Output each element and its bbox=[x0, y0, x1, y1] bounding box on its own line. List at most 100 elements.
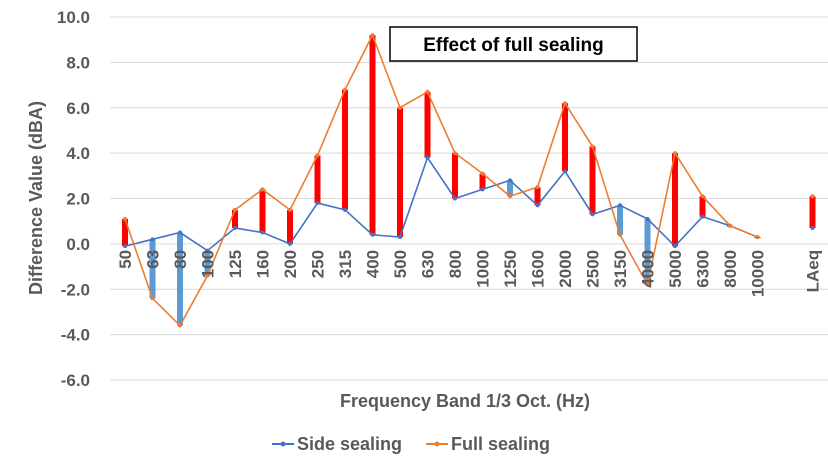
x-tick-labels: 50 63 80 100 125 160 200 250 315 400 500 630 800 1000… bbox=[116, 250, 823, 297]
data-point-full-sealing bbox=[233, 207, 237, 212]
difference-bar bbox=[232, 209, 238, 228]
x-tick-label: 50 bbox=[116, 250, 135, 269]
x-tick-label: 160 bbox=[254, 250, 273, 278]
x-tick-label: 125 bbox=[226, 250, 245, 278]
data-point-full-sealing bbox=[370, 33, 375, 38]
data-point-side-sealing bbox=[398, 235, 402, 240]
y-tick-label: 0.0 bbox=[66, 235, 90, 254]
legend-side-sealing-label: Side sealing bbox=[297, 434, 402, 454]
data-point-side-sealing bbox=[123, 244, 127, 249]
x-tick-label: 400 bbox=[364, 250, 383, 278]
difference-bar bbox=[369, 35, 376, 235]
difference-bar bbox=[177, 232, 183, 326]
x-axis-title: Frequency Band 1/3 Oct. (Hz) bbox=[340, 391, 590, 411]
difference-bar bbox=[562, 103, 568, 172]
data-point-full-sealing bbox=[645, 282, 650, 287]
data-point-side-sealing bbox=[480, 187, 485, 192]
data-point-full-sealing bbox=[508, 194, 512, 199]
difference-bar bbox=[397, 107, 403, 238]
x-tick-label: 100 bbox=[199, 250, 218, 278]
difference-bars bbox=[122, 35, 816, 326]
x-tick-label: 8000 bbox=[721, 250, 740, 288]
data-point-side-sealing bbox=[810, 225, 815, 230]
x-tick-label: 63 bbox=[144, 250, 163, 269]
data-point-side-sealing bbox=[700, 214, 705, 219]
difference-bar bbox=[314, 155, 321, 204]
difference-bar bbox=[452, 153, 458, 199]
data-point-side-sealing bbox=[150, 237, 155, 242]
x-tick-label: 200 bbox=[281, 250, 300, 278]
x-tick-label: 250 bbox=[309, 250, 328, 278]
data-point-side-sealing bbox=[343, 207, 347, 212]
y-tick-label: 8.0 bbox=[66, 53, 90, 72]
difference-bar bbox=[534, 187, 541, 206]
data-point-full-sealing bbox=[810, 194, 815, 199]
legend-full-sealing-label: Full sealing bbox=[451, 434, 550, 454]
data-point-side-sealing bbox=[288, 241, 292, 246]
x-tick-label: 10000 bbox=[749, 250, 768, 297]
data-point-side-sealing bbox=[508, 178, 512, 183]
chart-title-box: Effect of full sealing bbox=[389, 26, 638, 62]
data-point-full-sealing bbox=[205, 273, 210, 278]
data-point-full-sealing bbox=[590, 144, 595, 149]
difference-bar bbox=[617, 205, 623, 235]
y-tick-label: -4.0 bbox=[61, 326, 90, 345]
y-axis-title: Difference Value (dBA) bbox=[26, 101, 46, 295]
data-point-side-sealing bbox=[425, 155, 430, 160]
data-point-full-sealing bbox=[618, 232, 622, 237]
chart-title: Effect of full sealing bbox=[423, 35, 604, 56]
data-point-full-sealing bbox=[535, 185, 540, 190]
data-point-side-sealing bbox=[178, 230, 182, 235]
x-tick-label: 80 bbox=[171, 250, 190, 269]
data-point-side-sealing bbox=[618, 203, 622, 208]
difference-bar bbox=[259, 189, 266, 233]
difference-bar bbox=[122, 218, 128, 247]
x-tick-label: 1000 bbox=[474, 250, 493, 288]
data-point-side-sealing bbox=[535, 203, 540, 208]
x-tick-label: 1600 bbox=[529, 250, 548, 288]
series-line-side-sealing bbox=[124, 155, 758, 252]
legend: Side sealing Full sealing bbox=[272, 434, 550, 454]
difference-bar bbox=[644, 218, 651, 285]
y-tick-label: 6.0 bbox=[66, 99, 90, 118]
data-point-full-sealing bbox=[123, 216, 127, 221]
data-point-full-sealing bbox=[315, 153, 320, 158]
difference-bar bbox=[672, 153, 678, 247]
y-tick-label: -2.0 bbox=[61, 280, 90, 299]
data-point-full-sealing bbox=[755, 235, 760, 240]
legend-side-sealing-marker bbox=[280, 441, 286, 447]
x-tick-label: 315 bbox=[336, 250, 355, 278]
x-tick-label: 800 bbox=[446, 250, 465, 278]
data-point-side-sealing bbox=[645, 216, 650, 221]
data-point-side-sealing bbox=[673, 244, 677, 249]
data-point-full-sealing bbox=[728, 223, 732, 228]
legend-full-sealing-marker bbox=[434, 441, 440, 447]
x-tick-label: 1250 bbox=[501, 250, 520, 288]
x-tick-label: 630 bbox=[419, 250, 438, 278]
data-point-full-sealing bbox=[563, 101, 567, 106]
series-lines bbox=[124, 33, 758, 327]
data-point-side-sealing bbox=[233, 225, 237, 230]
y-tick-label: 10.0 bbox=[57, 8, 90, 27]
data-point-full-sealing bbox=[343, 87, 347, 92]
gridlines bbox=[110, 16, 828, 381]
data-point-full-sealing bbox=[150, 296, 155, 301]
y-tick-label: -6.0 bbox=[61, 371, 90, 390]
data-point-side-sealing bbox=[370, 232, 375, 237]
difference-bar bbox=[204, 250, 211, 276]
data-point-full-sealing bbox=[673, 151, 677, 156]
difference-bar bbox=[287, 209, 293, 244]
y-tick-label: 2.0 bbox=[66, 190, 90, 209]
difference-bar bbox=[507, 180, 513, 197]
x-tick-label: 500 bbox=[391, 250, 410, 278]
data-point-full-sealing bbox=[425, 89, 430, 94]
data-point-full-sealing bbox=[178, 323, 182, 328]
data-point-full-sealing bbox=[260, 187, 265, 192]
data-point-full-sealing bbox=[288, 207, 292, 212]
difference-bar bbox=[149, 239, 156, 299]
data-point-full-sealing bbox=[700, 194, 705, 199]
data-point-side-sealing bbox=[563, 169, 567, 174]
data-point-full-sealing bbox=[453, 151, 457, 156]
y-tick-labels: -6.0 -4.0 -2.0 0.0 2.0 4.0 6.0 8.0 10.0 bbox=[57, 8, 90, 390]
